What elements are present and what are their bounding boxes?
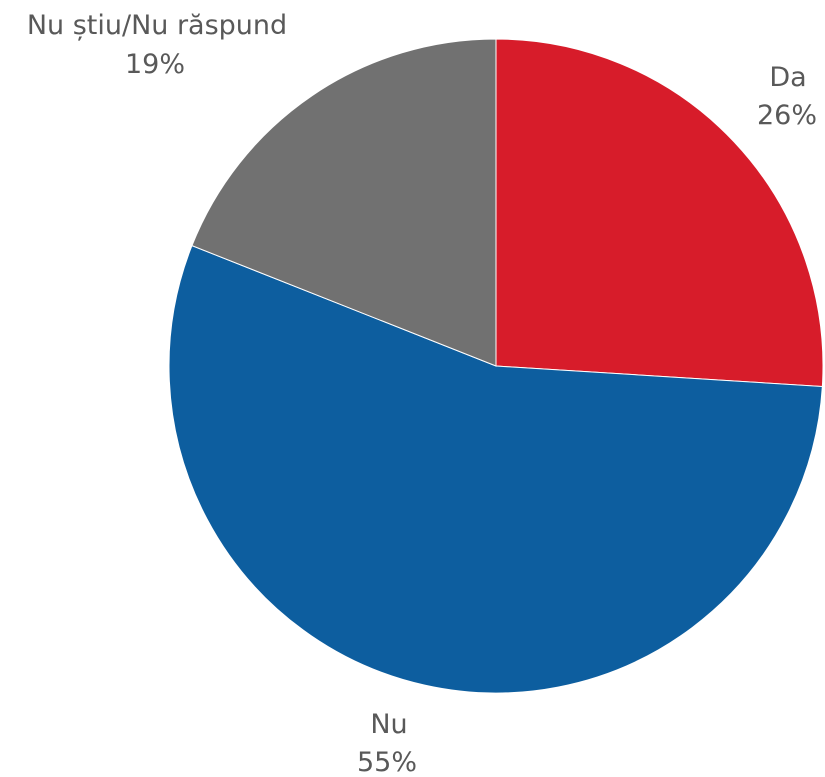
pie-slice-da: [495, 38, 824, 388]
slice-label-nu-stiu-value: 19%: [125, 49, 185, 80]
pie-labels: Da 26% Nu 55% Nu știu/Nu răspund 19%: [27, 10, 817, 777]
pie-slice-nu-stiu: [191, 38, 497, 367]
pie-slice-nu: [168, 244, 823, 694]
pie-slices: [168, 38, 824, 694]
slice-label-nu-value: 55%: [357, 747, 417, 777]
slice-label-nu-category: Nu: [370, 709, 407, 740]
slice-label-nu-stiu-category: Nu știu/Nu răspund: [27, 10, 287, 41]
slice-label-da-value: 26%: [757, 100, 817, 131]
slice-label-da-category: Da: [769, 62, 806, 93]
